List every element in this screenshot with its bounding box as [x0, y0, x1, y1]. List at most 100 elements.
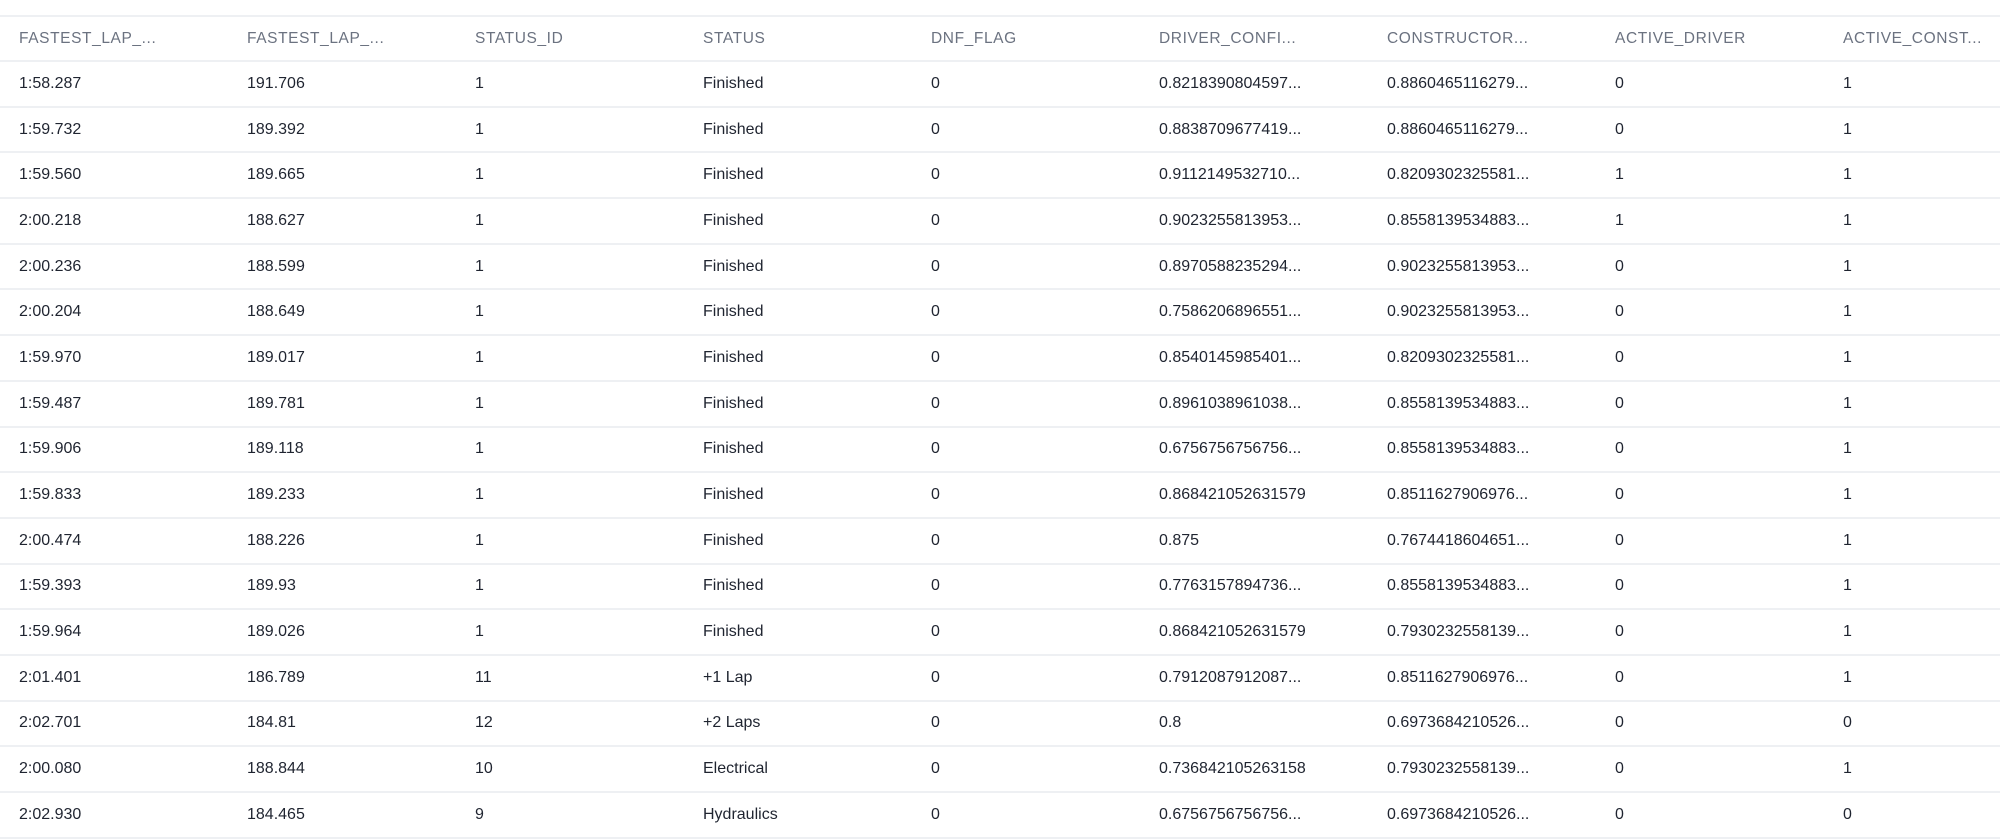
table-cell: 188.649	[247, 303, 305, 321]
column-header[interactable]: STATUS	[703, 29, 766, 47]
table-row[interactable]: 2:00.236 188.599 1 Finished 0 0.8970588235294…	[0, 245, 2000, 291]
column-header[interactable]: DNF_FLAG	[931, 29, 1017, 47]
table-cell: 0.7674418604651...	[1387, 531, 1530, 549]
column-header[interactable]: STATUS_ID	[475, 29, 564, 47]
table-cell: 0	[931, 348, 940, 366]
table-row[interactable]: 1:59.393 189.93 1 Finished 0 0.7763157894736.…	[0, 565, 2000, 611]
table-cell: 0.7930232558139...	[1387, 760, 1530, 778]
table-cell: 0.8961038961038...	[1159, 394, 1302, 412]
table-cell: 2:00.474	[19, 531, 82, 549]
table-cell: 0	[1615, 577, 1624, 595]
table-cell: Finished	[703, 440, 764, 458]
table-cell: 189.233	[247, 486, 305, 504]
table-cell: 0.6973684210526...	[1387, 805, 1530, 823]
table-cell: 0	[931, 211, 940, 229]
table-row[interactable]: 1:59.964 189.026 1 Finished 0 0.8684210526315…	[0, 610, 2000, 656]
table-cell: 0	[1615, 668, 1624, 686]
table-row[interactable]: 2:00.474 188.226 1 Finished 0 0.875 0.76744186…	[0, 519, 2000, 565]
table-cell: 0	[1615, 394, 1624, 412]
table-cell: 1	[1843, 303, 1852, 321]
table-cell: 0.8209302325581...	[1387, 166, 1530, 184]
table-cell: 1	[1843, 211, 1852, 229]
table-cell: 0	[931, 394, 940, 412]
table-cell: 0.8209302325581...	[1387, 348, 1530, 366]
table-cell: 1:59.970	[19, 348, 82, 366]
table-row[interactable]: 1:59.833 189.233 1 Finished 0 0.8684210526315…	[0, 473, 2000, 519]
table-row[interactable]: 1:59.906 189.118 1 Finished 0 0.6756756756756…	[0, 428, 2000, 474]
table-cell: 0.9112149532710...	[1159, 166, 1301, 184]
table-cell: 0.6756756756756...	[1159, 805, 1302, 823]
table-row[interactable]: 2:00.080 188.844 10 Electrical 0 0.7368421052…	[0, 747, 2000, 793]
table-row[interactable]: 2:01.401 186.789 11 +1 Lap 0 0.7912087912087.…	[0, 656, 2000, 702]
table-cell: 189.017	[247, 348, 305, 366]
table-cell: 0	[1615, 74, 1624, 92]
table-cell: 0	[931, 166, 940, 184]
table-row[interactable]: 1:59.970 189.017 1 Finished 0 0.8540145985401…	[0, 336, 2000, 382]
table-cell: 191.706	[247, 74, 305, 92]
table-cell: 1	[475, 166, 484, 184]
table-cell: 1	[475, 623, 484, 641]
table-cell: 0	[931, 805, 940, 823]
table-cell: 0.8540145985401...	[1159, 348, 1302, 366]
table-cell: 1:59.964	[19, 623, 82, 641]
table-cell: 1	[475, 120, 484, 138]
table-cell: 1:59.833	[19, 486, 82, 504]
table-cell: 1	[475, 74, 484, 92]
table-row[interactable]: 1:58.287 191.706 1 Finished 0 0.8218390804597…	[0, 62, 2000, 108]
table-cell: 0	[931, 257, 940, 275]
table-cell: 0	[1615, 440, 1624, 458]
table-cell: 1	[1843, 74, 1852, 92]
table-cell: 0.9023255813953...	[1387, 303, 1530, 321]
table-row[interactable]: 2:00.218 188.627 1 Finished 0 0.9023255813953…	[0, 199, 2000, 245]
table-cell: 0	[931, 440, 940, 458]
table-cell: 0.736842105263158	[1159, 760, 1306, 778]
table-cell: 0	[931, 486, 940, 504]
table-cell: 0.8511627906976...	[1387, 668, 1529, 686]
table-cell: 2:00.236	[19, 257, 82, 275]
table-cell: 0	[1615, 531, 1624, 549]
table-row[interactable]: 1:59.487 189.781 1 Finished 0 0.8961038961038…	[0, 382, 2000, 428]
table-cell: Electrical	[703, 760, 768, 778]
table-cell: Hydraulics	[703, 805, 778, 823]
table-cell: 1	[1843, 166, 1852, 184]
table-cell: Finished	[703, 531, 764, 549]
table-cell: Finished	[703, 120, 764, 138]
column-header[interactable]: ACTIVE_DRIVER	[1615, 29, 1746, 47]
table-cell: 0	[931, 668, 940, 686]
table-cell: 188.844	[247, 760, 305, 778]
table-cell: 2:00.080	[19, 760, 82, 778]
table-row[interactable]: 2:00.204 188.649 1 Finished 0 0.7586206896551…	[0, 290, 2000, 337]
column-header[interactable]: DRIVER_CONFI...	[1159, 29, 1297, 47]
table-row[interactable]: 1:59.560 189.665 1 Finished 0 0.9112149532710…	[0, 153, 2000, 200]
table-cell: 0.868421052631579	[1159, 486, 1306, 504]
table-row[interactable]: 1:59.732 189.392 1 Finished 0 0.8838709677419…	[0, 108, 2000, 154]
table-cell: 9	[475, 805, 484, 823]
table-row[interactable]: 2:02.701 184.81 12 +2 Laps 0 0.8 0.69736842105…	[0, 702, 2000, 748]
table-cell: 1	[1843, 577, 1852, 595]
table-cell: 1:58.287	[19, 74, 82, 92]
table-row[interactable]: 2:02.930 184.465 9 Hydraulics 0 0.67567567567…	[0, 793, 2000, 839]
table-cell: 0.8860465116279...	[1387, 74, 1529, 92]
column-header[interactable]: ACTIVE_CONST...	[1843, 29, 1983, 47]
table-cell: 189.392	[247, 120, 305, 138]
table-cell: 188.627	[247, 211, 305, 229]
table-cell: 0.8218390804597...	[1159, 74, 1302, 92]
table-cell: 1	[1843, 257, 1852, 275]
table-cell: 0.875	[1159, 531, 1200, 549]
table-cell: 0	[931, 714, 940, 732]
table-cell: 0.7912087912087...	[1159, 668, 1302, 686]
table-cell: 189.781	[247, 394, 305, 412]
table-cell: 1	[1843, 760, 1852, 778]
table-cell: 2:00.204	[19, 303, 82, 321]
table-cell: 10	[475, 760, 493, 778]
table-cell: 189.665	[247, 166, 305, 184]
table-cell: 189.026	[247, 623, 305, 641]
table-cell: 2:02.930	[19, 805, 82, 823]
table-cell: Finished	[703, 348, 764, 366]
column-header[interactable]: FASTEST_LAP_...	[247, 29, 385, 47]
column-header[interactable]: FASTEST_LAP_...	[19, 29, 157, 47]
column-header[interactable]: CONSTRUCTOR...	[1387, 29, 1529, 47]
table-cell: 1:59.906	[19, 440, 82, 458]
table-cell: 1	[1615, 211, 1624, 229]
table-cell: 1	[1843, 668, 1852, 686]
